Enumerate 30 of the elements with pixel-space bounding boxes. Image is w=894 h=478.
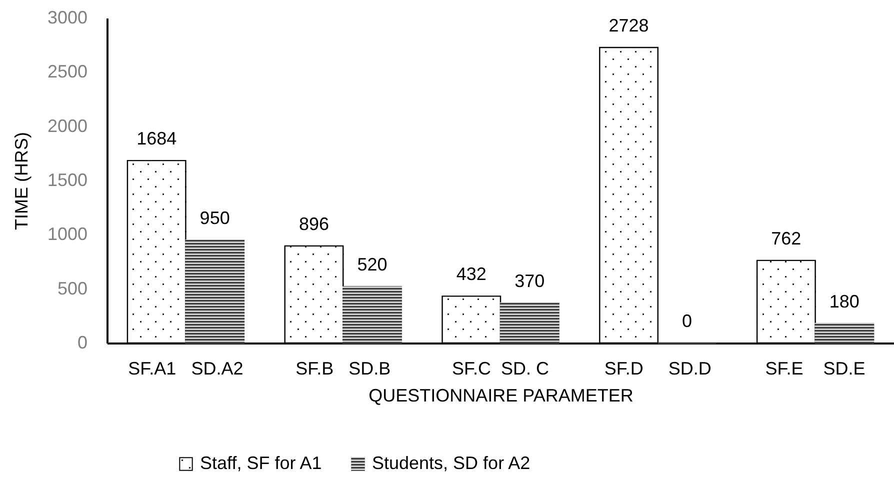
data-label: 950	[200, 208, 230, 228]
x-axis-title: QUESTIONNAIRE PARAMETER	[368, 386, 634, 406]
bar	[814, 322, 874, 344]
data-label: 180	[829, 292, 860, 312]
x-tick-label: SF.A1 SD.A2	[128, 358, 244, 378]
data-label: 1684	[136, 128, 177, 149]
y-tick-label: 2000	[47, 116, 88, 136]
bar	[185, 239, 245, 344]
data-label: 762	[771, 228, 802, 248]
data-label: 0	[682, 311, 692, 331]
x-tick-label: SF.C SD. C	[452, 358, 550, 378]
bar	[342, 286, 402, 344]
data-label: 432	[456, 264, 486, 284]
y-tick-label: 3000	[47, 8, 88, 28]
y-tick-label: 2500	[47, 62, 88, 82]
y-tick-label: 0	[77, 332, 88, 352]
data-label: 2728	[608, 15, 649, 36]
x-tick-label: SF.D SD.D	[604, 358, 712, 378]
data-label: 520	[357, 254, 388, 275]
bar	[500, 302, 560, 344]
legend-label: Students, SD for A2	[372, 453, 530, 473]
y-tick-label: 1500	[47, 170, 88, 190]
x-tick-label: SF.E SD.E	[765, 358, 866, 378]
y-axis-title: TIME (HRS)	[11, 132, 32, 230]
y-tick-label: 1000	[47, 224, 88, 244]
x-tick-label: SF.B SD.B	[296, 358, 391, 378]
data-label: 370	[514, 270, 545, 291]
y-tick-label: 500	[57, 278, 88, 298]
legend-label: Staff, SF for A1	[200, 453, 322, 473]
data-label: 896	[298, 214, 330, 234]
